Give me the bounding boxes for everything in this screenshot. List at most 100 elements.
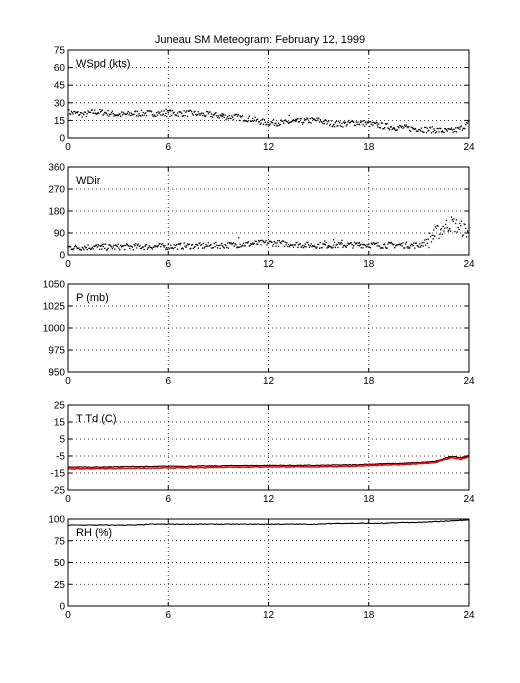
data-point-wspd xyxy=(429,127,432,129)
data-point-wdir xyxy=(460,224,462,227)
data-point-wdir xyxy=(213,242,215,245)
data-point-wspd xyxy=(235,113,237,116)
data-point-wdir xyxy=(243,245,245,247)
data-point-wdir xyxy=(237,246,240,248)
data-point-wdir xyxy=(166,248,169,251)
data-point-wdir xyxy=(322,243,324,245)
data-point-wspd xyxy=(204,115,206,118)
data-point-wdir xyxy=(355,242,357,245)
data-point-wspd xyxy=(83,114,85,116)
data-point-wspd xyxy=(381,122,383,124)
data-point-wspd xyxy=(245,120,247,122)
data-point-wspd xyxy=(376,122,378,124)
data-point-wspd xyxy=(455,127,457,129)
data-point-wdir xyxy=(357,244,359,247)
data-point-wspd xyxy=(265,124,267,126)
data-point-wspd xyxy=(277,122,280,124)
data-point-wspd xyxy=(318,121,321,123)
data-point-wdir xyxy=(393,243,395,245)
data-point-wspd xyxy=(464,128,466,130)
data-point-wdir xyxy=(242,242,245,244)
data-point-wspd xyxy=(242,120,245,122)
data-point-wdir xyxy=(233,245,235,247)
data-point-wspd xyxy=(166,110,169,112)
data-point-wspd xyxy=(89,111,92,114)
data-point-wdir xyxy=(189,248,191,250)
data-point-wspd xyxy=(202,112,205,114)
panel-rh: 0 6 12 18 24 0 25 50 75 100 RH (%) xyxy=(48,515,475,622)
data-point-wspd xyxy=(170,110,172,112)
data-point-wdir xyxy=(87,244,89,246)
data-point-wspd xyxy=(422,131,424,133)
data-point-wdir xyxy=(81,246,83,249)
data-point-wspd xyxy=(143,114,145,117)
data-point-wspd xyxy=(240,116,242,118)
data-point-wspd xyxy=(209,111,211,113)
data-point-wspd xyxy=(258,121,261,123)
data-point-wdir xyxy=(298,243,301,245)
data-point-wdir xyxy=(363,244,366,246)
data-point-wspd xyxy=(450,128,452,131)
data-point-wspd xyxy=(95,113,98,116)
data-point-wdir xyxy=(171,247,174,249)
data-point-wspd xyxy=(313,118,316,120)
data-point-wdir xyxy=(238,237,240,239)
data-point-wdir xyxy=(454,230,456,233)
data-point-wdir xyxy=(197,247,200,249)
axes-frame xyxy=(67,518,470,607)
data-point-wspd xyxy=(448,128,450,130)
data-point-wspd xyxy=(129,112,131,114)
data-point-wspd xyxy=(433,128,435,130)
data-point-wspd xyxy=(231,116,234,119)
data-point-wspd xyxy=(229,117,231,119)
data-point-wspd xyxy=(399,124,401,127)
data-point-wspd xyxy=(125,113,127,116)
data-point-wspd xyxy=(262,118,264,120)
data-point-wspd xyxy=(160,110,163,112)
data-point-wdir xyxy=(136,244,139,246)
data-point-wspd xyxy=(369,120,372,123)
data-point-wspd xyxy=(338,122,341,124)
data-point-wspd xyxy=(94,109,96,111)
data-point-wspd xyxy=(155,115,157,118)
data-point-wspd xyxy=(211,113,213,115)
data-point-wspd xyxy=(394,128,396,130)
data-point-wdir xyxy=(265,239,267,242)
data-point-wspd xyxy=(81,116,83,118)
x-tick-label: 12 xyxy=(263,610,275,621)
data-point-wspd xyxy=(449,128,451,130)
data-point-wspd xyxy=(379,127,382,129)
data-point-wspd xyxy=(252,117,254,120)
data-point-wspd xyxy=(135,115,138,117)
data-point-wspd xyxy=(406,126,408,128)
x-tick-label: 6 xyxy=(165,142,171,153)
data-point-wdir xyxy=(392,244,394,246)
data-point-wdir xyxy=(433,234,435,237)
data-point-wspd xyxy=(428,129,430,132)
data-point-wspd xyxy=(412,128,414,130)
y-tick-label: 1050 xyxy=(43,280,66,291)
data-point-wspd xyxy=(191,113,194,115)
data-point-wdir xyxy=(221,245,224,247)
data-point-wdir xyxy=(206,245,208,247)
data-point-wspd xyxy=(230,117,232,120)
data-point-wspd xyxy=(402,127,404,129)
data-point-wspd xyxy=(104,112,107,114)
data-point-wdir xyxy=(262,239,264,242)
data-point-wspd xyxy=(465,121,468,124)
data-point-wspd xyxy=(218,117,220,119)
data-point-wspd xyxy=(439,127,441,129)
data-point-wdir xyxy=(252,242,254,244)
data-point-wspd xyxy=(341,122,343,124)
axes-frame xyxy=(67,49,470,139)
data-point-wdir xyxy=(75,245,78,248)
data-point-wspd xyxy=(169,115,171,118)
series-line-temp-0 xyxy=(67,454,470,468)
data-point-wdir xyxy=(276,242,278,244)
data-point-wdir xyxy=(349,242,352,244)
data-point-wspd xyxy=(74,112,77,114)
data-point-wspd xyxy=(396,129,398,131)
data-point-wdir xyxy=(312,245,314,247)
data-point-wdir xyxy=(271,241,273,243)
data-point-wspd xyxy=(423,131,425,134)
